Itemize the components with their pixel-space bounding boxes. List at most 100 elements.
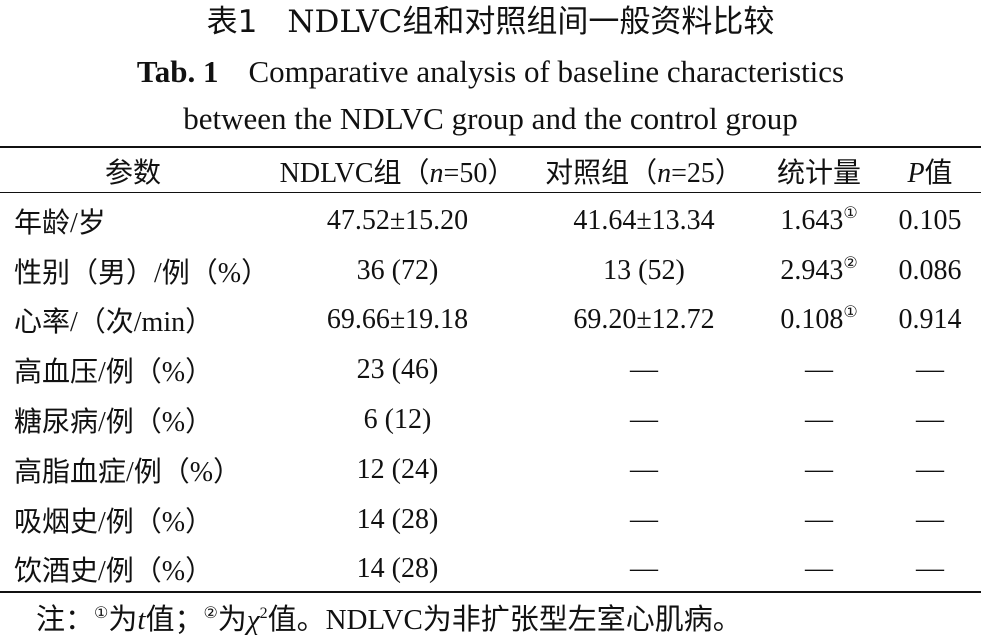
cell-control-value: — xyxy=(630,404,658,436)
stat-footnote-mark: ① xyxy=(843,304,858,322)
table-row: 性别（男）/例（%） 36 (72) 13 (52) 2.943② 0.086 xyxy=(0,246,981,296)
cell-p-value: — xyxy=(916,503,944,535)
cell-p-value: — xyxy=(916,453,944,485)
cell-ndlvc-value: 23 (46) xyxy=(356,354,439,386)
table-top-rule xyxy=(0,146,981,148)
caption-en-line2: between the NDLVC group and the control … xyxy=(183,101,798,136)
cell-p-value: — xyxy=(916,354,944,386)
cell-ndlvc: 14 (28) xyxy=(266,545,529,595)
cell-stat-value: 2.943 xyxy=(780,254,844,286)
cell-param: 年龄/岁 xyxy=(0,192,266,246)
cell-p-value: 0.105 xyxy=(898,204,962,236)
table-footnote: 注：①为t值；②为χ2值。NDLVC为非扩张型左室心肌病。 xyxy=(36,600,742,640)
cell-param-value: 吸烟史/例（%） xyxy=(14,506,214,538)
caption-en-line1: Tab. 1 Comparative analysis of baseline c… xyxy=(0,52,981,92)
table-row: 高血压/例（%） 23 (46) — — — xyxy=(0,345,981,395)
cell-param-value: 糖尿病/例（%） xyxy=(14,407,214,439)
cell-param-value: 高血压/例（%） xyxy=(14,357,214,389)
table-row: 吸烟史/例（%） 14 (28) — — — xyxy=(0,495,981,545)
table-header-row: 参数 NDLVC组（n=50） 对照组（n=25） 统计量 P值 xyxy=(0,149,981,192)
cell-param: 心率/（次/min） xyxy=(0,296,266,346)
cell-p: 0.914 xyxy=(879,296,981,346)
cell-p: — xyxy=(879,545,981,595)
cell-ndlvc: 14 (28) xyxy=(266,495,529,545)
cell-stat: — xyxy=(759,345,879,395)
note-text-2: 值； xyxy=(145,604,204,636)
cell-control-value: 69.20±12.72 xyxy=(573,304,715,336)
cell-param-value: 年龄/岁 xyxy=(14,207,106,239)
cell-p-value: 0.914 xyxy=(898,304,962,336)
header-control: 对照组（n=25） xyxy=(545,157,743,189)
header-stat: 统计量 xyxy=(776,157,861,189)
cell-p: 0.105 xyxy=(879,192,981,246)
cell-p: — xyxy=(879,445,981,495)
cell-p: — xyxy=(879,395,981,445)
cell-stat-value: 1.643 xyxy=(780,204,844,236)
cell-control-value: 41.64±13.34 xyxy=(573,204,715,236)
cell-stat: 1.643① xyxy=(759,192,879,246)
cell-param: 吸烟史/例（%） xyxy=(0,495,266,545)
table-row: 年龄/岁 47.52±15.20 41.64±13.34 1.643① 0.105 xyxy=(0,192,981,246)
cell-param: 性别（男）/例（%） xyxy=(0,246,270,296)
caption-en-title-1: Comparative analysis of baseline charact… xyxy=(248,54,845,89)
cell-control: — xyxy=(529,345,759,395)
baseline-table: 参数 NDLVC组（n=50） 对照组（n=25） 统计量 P值 年龄/岁 47.… xyxy=(0,149,981,594)
cell-ndlvc-value: 14 (28) xyxy=(356,553,439,585)
cell-ndlvc-value: 69.66±19.18 xyxy=(326,304,469,336)
table-row: 心率/（次/min） 69.66±19.18 69.20±12.72 0.108① 0.… xyxy=(0,296,981,346)
header-ndlvc: NDLVC组（n=50） xyxy=(279,157,516,189)
cell-ndlvc: 12 (24) xyxy=(266,445,529,495)
header-param: 参数 xyxy=(104,157,161,189)
cell-stat: — xyxy=(759,495,879,545)
stat-footnote-mark: ① xyxy=(843,204,858,222)
cell-ndlvc: 6 (12) xyxy=(266,395,529,445)
cell-stat-value: — xyxy=(805,354,833,386)
cell-stat-value: — xyxy=(805,503,833,535)
cell-stat-value: — xyxy=(805,553,833,585)
note-text-4: 值。NDLVC为非扩张型左室心肌病。 xyxy=(267,604,742,636)
cell-control: — xyxy=(529,395,759,445)
caption-cn: 表1 NDLVC组和对照组间一般资料比较 xyxy=(0,2,981,42)
cell-control: — xyxy=(529,495,759,545)
cell-control: 41.64±13.34 xyxy=(529,192,759,246)
cell-ndlvc-value: 14 (28) xyxy=(356,503,439,535)
cell-control-value: — xyxy=(630,503,658,535)
cell-param: 高血压/例（%） xyxy=(0,345,266,395)
cell-stat: 0.108① xyxy=(759,296,879,346)
cell-control-value: — xyxy=(630,453,658,485)
table-header-rule xyxy=(0,192,981,193)
cell-param: 高脂血症/例（%） xyxy=(0,445,266,495)
cell-control: — xyxy=(529,545,759,595)
stat-footnote-mark: ② xyxy=(843,254,858,272)
note-mark-1: ① xyxy=(94,605,109,622)
cell-ndlvc-value: 47.52±15.20 xyxy=(326,204,469,236)
cell-control: — xyxy=(529,445,759,495)
cell-p: — xyxy=(879,495,981,545)
caption-cn-label: 表1 xyxy=(206,4,258,40)
cell-stat: — xyxy=(759,545,879,595)
cell-stat-value: — xyxy=(805,404,833,436)
cell-param-value: 性别（男）/例（%） xyxy=(14,257,270,289)
cell-stat: 2.943② xyxy=(759,246,879,296)
cell-param: 饮酒史/例（%） xyxy=(0,545,266,595)
cell-stat: — xyxy=(759,445,879,495)
cell-ndlvc: 69.66±19.18 xyxy=(266,296,529,346)
cell-control: 13 (52) xyxy=(529,246,759,296)
cell-stat: — xyxy=(759,395,879,445)
cell-stat-value: — xyxy=(805,453,833,485)
cell-ndlvc-value: 12 (24) xyxy=(356,453,439,485)
table-row: 饮酒史/例（%） 14 (28) — — — xyxy=(0,545,981,595)
table-bottom-rule xyxy=(0,591,981,593)
cell-ndlvc: 23 (46) xyxy=(266,345,529,395)
cell-p-value: — xyxy=(916,404,944,436)
note-text-1: 为 xyxy=(108,604,138,636)
cell-ndlvc: 36 (72) xyxy=(266,246,529,296)
caption-en-label: Tab. 1 xyxy=(136,54,219,89)
table-row: 高脂血症/例（%） 12 (24) — — — xyxy=(0,445,981,495)
cell-control-value: — xyxy=(630,553,658,585)
header-p: P值 xyxy=(907,157,953,189)
cell-ndlvc-value: 6 (12) xyxy=(363,404,432,436)
note-var-chi: χ xyxy=(246,604,260,636)
cell-control-value: 13 (52) xyxy=(603,254,685,286)
cell-stat-value: 0.108 xyxy=(780,304,844,336)
